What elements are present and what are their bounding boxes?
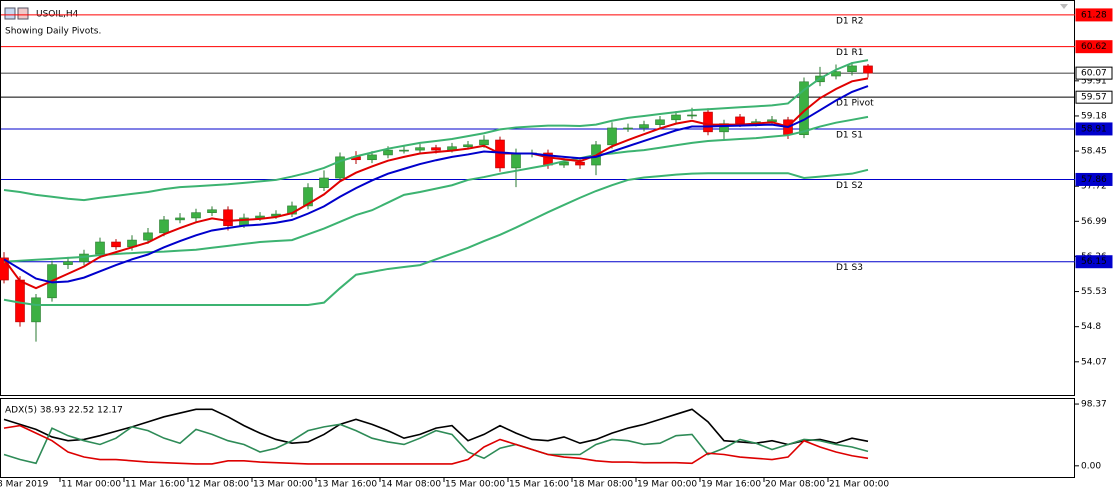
main-panel [0, 0, 1075, 396]
current-price-label: 60.07 [1081, 69, 1107, 79]
candle-body [335, 156, 345, 179]
y-tick-label: 98.37 [1081, 400, 1107, 410]
candle-body [31, 297, 41, 323]
chart-subtitle: Showing Daily Pivots. [5, 27, 101, 37]
candle-body [95, 241, 105, 255]
pivot-price-label: 56.15 [1081, 257, 1107, 267]
candle-body [191, 212, 201, 219]
pivot-price-box [1075, 122, 1113, 136]
pivot-price-box [1075, 8, 1113, 22]
indicator-line [3, 59, 869, 202]
candle-body [15, 279, 25, 323]
x-tick-label: 14 Mar 08:00 [381, 480, 441, 490]
x-tick-label: 19 Mar 16:00 [701, 480, 761, 490]
current-price-box [1075, 66, 1113, 80]
candle-body [463, 144, 473, 148]
y-tick-label: 0.00 [1081, 461, 1101, 471]
y-tick-label: 54.8 [1081, 322, 1101, 332]
candle-body [479, 139, 489, 146]
y-tick-label: 55.53 [1081, 287, 1107, 297]
pivot-price-box [1075, 172, 1113, 186]
candle-body [303, 187, 313, 207]
y-tick-label: 57.72 [1081, 182, 1107, 192]
symbol-icon [4, 7, 29, 20]
candle-body [735, 116, 745, 124]
candle-body [415, 147, 425, 151]
x-tick-label: 13 Mar 00:00 [253, 480, 313, 490]
pivot-label: D1 S1 [836, 130, 863, 140]
candle-body [623, 127, 633, 130]
y-tick-label: 59.18 [1081, 111, 1107, 121]
pivot-price-label: 61.28 [1081, 10, 1107, 20]
pivot-price-box [1075, 90, 1113, 104]
x-tick-label: 11 Mar 00:00 [61, 480, 121, 490]
candle-body [207, 209, 217, 213]
indicator-panel [0, 398, 1075, 478]
x-tick-label: 13 Mar 16:00 [317, 480, 377, 490]
x-tick-label: 8 Mar 2019 [0, 480, 49, 490]
candle-body [63, 261, 73, 265]
candles [0, 62, 873, 342]
pivot-label: D1 R1 [836, 48, 864, 58]
x-tick-label: 19 Mar 00:00 [637, 480, 697, 490]
candle-body [639, 124, 649, 129]
candle-body [831, 71, 841, 77]
indicator-line [3, 115, 869, 263]
x-tick-label: 12 Mar 08:00 [189, 480, 249, 490]
y-tick-label: 56.99 [1081, 217, 1107, 227]
candle-body [367, 154, 377, 161]
candle-body [703, 111, 713, 133]
pivot-price-label: 60.62 [1081, 42, 1107, 52]
candle-body [0, 257, 9, 281]
shift-marker [1060, 4, 1068, 9]
candle-body [687, 114, 697, 117]
candle-body [863, 65, 873, 74]
indicator-line [3, 423, 869, 465]
pivot-price-box [1075, 40, 1113, 54]
pivot-label: D1 S2 [836, 181, 863, 191]
candle-body [223, 209, 233, 226]
x-tick-label: 18 Mar 08:00 [573, 480, 633, 490]
candle-body [175, 217, 185, 221]
pivot-price-label: 57.86 [1081, 175, 1107, 185]
candle-body [671, 114, 681, 121]
x-tick-label: 15 Mar 00:00 [445, 480, 505, 490]
candle-body [607, 127, 617, 146]
indicator-line [3, 168, 869, 307]
y-tick-label: 58.45 [1081, 147, 1107, 157]
candle-body [383, 149, 393, 156]
candle-body [399, 149, 409, 152]
candle-body [431, 147, 441, 151]
candle-body [111, 241, 121, 248]
pivot-price-box [1075, 255, 1113, 269]
pivot-price-label: 59.57 [1081, 93, 1107, 103]
x-tick-label: 20 Mar 08:00 [765, 480, 825, 490]
pivot-label: D1 R2 [836, 16, 864, 26]
candle-body [511, 152, 521, 169]
indicator-line [3, 424, 869, 465]
x-tick-label: 15 Mar 16:00 [509, 480, 569, 490]
y-tick-label: 54.07 [1081, 357, 1107, 367]
indicator-line [3, 85, 869, 284]
candle-body [655, 119, 665, 125]
indicator-line [3, 77, 869, 290]
candle-body [159, 219, 169, 234]
pivot-label: D1 S3 [836, 263, 863, 273]
pivot-label: D1 Pivot [836, 99, 874, 109]
candle-body [847, 65, 857, 72]
x-tick-label: 11 Mar 16:00 [125, 480, 185, 490]
candle-body [575, 161, 585, 166]
indicator-line [3, 408, 869, 446]
x-tick-label: 21 Mar 00:00 [829, 480, 889, 490]
pivot-price-label: 58.91 [1081, 124, 1107, 134]
y-tick-label: 59.91 [1081, 76, 1107, 86]
candle-body [319, 177, 329, 188]
indicator-title: ADX(5) 38.93 22.52 12.17 [5, 406, 123, 416]
candle-body [143, 232, 153, 241]
